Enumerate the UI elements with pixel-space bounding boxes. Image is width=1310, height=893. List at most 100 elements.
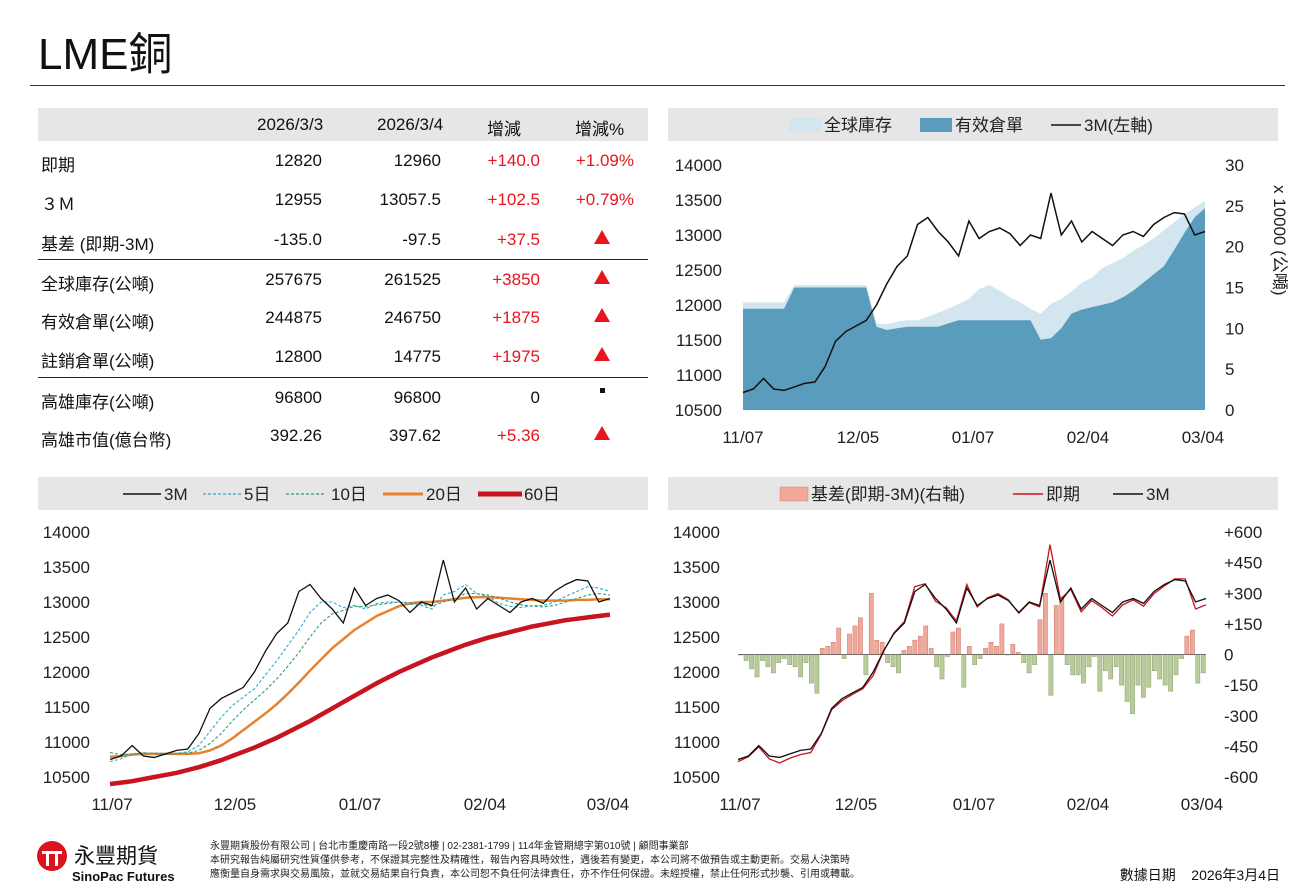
basis-bar <box>1146 654 1152 688</box>
basis-bar <box>1048 654 1054 696</box>
chart2-legend: 3M 5日 10日 20日 60日 <box>38 477 648 510</box>
y-left-tick-label: 12000 <box>673 663 720 682</box>
basis-bar <box>1119 654 1124 686</box>
price-3m-line <box>737 559 1207 761</box>
basis-bar <box>874 639 880 655</box>
row-value-prev: 257675 <box>265 269 322 289</box>
row-label: 基差 (即期-3M) <box>41 234 155 254</box>
y-tick-label: 12500 <box>43 628 90 647</box>
title-divider <box>30 85 1285 86</box>
y-right-tick-label: +600 <box>1224 523 1262 542</box>
legend-label-ma5: 5日 <box>244 485 270 504</box>
legend-label-spot: 即期 <box>1046 485 1080 504</box>
basis-bar <box>972 654 978 665</box>
y-right-tick-label: +450 <box>1224 554 1262 573</box>
basis-bar <box>950 631 956 655</box>
logo-mark-stroke <box>42 851 62 854</box>
y-right-tick-label: 30 <box>1225 156 1244 175</box>
up-triangle-icon <box>594 308 610 323</box>
footer-line-3: 應衡量自身需求與交易風險，並就交易結果自行負責，本公司恕不負任何法律責任，亦不作… <box>210 869 860 880</box>
x-tick-label: 02/04 <box>1067 795 1110 814</box>
data-date: 數據日期 2026年3月4日 <box>1120 865 1280 885</box>
y-left-tick-label: 14000 <box>673 523 720 542</box>
legend-label-ma10: 10日 <box>331 485 367 504</box>
basis-bar <box>836 627 842 655</box>
basis-bar <box>743 654 749 661</box>
y-right-tick-label: -150 <box>1224 676 1258 695</box>
legend-label-3m-basis: 3M <box>1146 485 1170 504</box>
footer-disclaimer: 永豐期貨股份有限公司 | 台北市重慶南路一段2號8樓 | 02-2381-179… <box>210 840 950 882</box>
legend-swatch-global <box>789 118 821 132</box>
table-row: 高雄庫存(公噸) 96800 96800 0 <box>38 376 648 416</box>
y-left-tick-label: 13500 <box>673 558 720 577</box>
basis-bar <box>1179 654 1184 659</box>
row-label: 高雄市值(億台幣) <box>41 431 172 451</box>
basis-bar <box>999 623 1005 655</box>
row-value-prev: 12955 <box>274 190 322 210</box>
basis-bar <box>1162 654 1168 686</box>
basis-bar <box>966 646 972 655</box>
row-value-prev: -135.0 <box>273 229 322 249</box>
row-change: +1875 <box>492 308 540 328</box>
row-change: +37.5 <box>496 229 540 249</box>
header-change: 增減 <box>487 120 521 139</box>
basis-bar <box>863 654 869 676</box>
row-change: +140.0 <box>487 151 540 170</box>
x-tick-label: 03/04 <box>1181 795 1224 814</box>
basis-bar <box>977 654 983 659</box>
table-row: 即期 12820 12960 +140.0 +1.09% <box>38 141 648 180</box>
y-left-tick-label: 14000 <box>675 156 722 175</box>
basis-bar <box>1075 654 1081 676</box>
row-value-curr: -97.5 <box>402 229 441 249</box>
row-value-prev: 96800 <box>274 387 322 407</box>
basis-bar <box>819 648 825 655</box>
header-date1: 2026/3/3 <box>257 115 324 134</box>
basis-bar <box>1037 619 1043 655</box>
x-tick-label: 03/04 <box>1182 428 1225 447</box>
ma-line-0 <box>109 559 611 761</box>
row-change: +5.36 <box>496 426 540 446</box>
basis-bar <box>765 654 771 668</box>
basis-bar <box>1010 644 1016 655</box>
y-right-tick-label: +300 <box>1224 584 1262 603</box>
up-triangle-icon <box>594 229 610 244</box>
table-row: 基差 (即期-3M) -135.0 -97.5 +37.5 <box>38 220 648 259</box>
x-tick-label: 01/07 <box>339 795 382 814</box>
row-change: +102.5 <box>487 190 540 210</box>
flat-mark-icon <box>600 387 605 393</box>
x-tick-label: 12/05 <box>837 428 880 447</box>
row-change: 0 <box>530 387 540 407</box>
ma-line-3 <box>109 595 610 758</box>
basis-bar <box>1190 629 1195 655</box>
y-tick-label: 13500 <box>43 558 90 577</box>
row-value-curr: 246750 <box>384 308 441 328</box>
row-label: 註銷倉單(公噸) <box>41 352 155 372</box>
basis-bar <box>1053 605 1059 655</box>
basis-bar <box>1130 654 1135 714</box>
row-label: 即期 <box>41 156 75 175</box>
y-left-tick-label: 10500 <box>675 401 722 420</box>
ma-line-2 <box>109 593 611 756</box>
row-value-prev: 392.26 <box>270 426 322 446</box>
y-right-tick-label: -300 <box>1224 707 1258 726</box>
row-value-curr: 96800 <box>393 387 441 407</box>
basis-bar <box>901 650 907 655</box>
y-left-tick-label: 12500 <box>675 261 722 280</box>
basis-bar <box>1102 654 1108 672</box>
header-change-pct: 增減% <box>575 120 625 139</box>
table-row: 有效倉單(公噸) 244875 246750 +1875 <box>38 298 648 337</box>
y-tick-label: 11500 <box>44 698 90 717</box>
y-left-tick-label: 10500 <box>673 768 720 787</box>
page-title: LME銅 <box>38 30 173 79</box>
basis-bar <box>858 617 863 655</box>
legend-label-global: 全球庫存 <box>824 116 892 135</box>
basis-bar <box>1151 654 1157 672</box>
basis-bar <box>1141 654 1146 698</box>
basis-bar <box>928 648 934 655</box>
basis-bar <box>776 654 782 663</box>
footer-line-1: 永豐期貨股份有限公司 | 台北市重慶南路一段2號8樓 | 02-2381-179… <box>210 841 689 852</box>
x-tick-label: 01/07 <box>952 428 995 447</box>
y-right-tick-label: 15 <box>1225 279 1244 298</box>
x-tick-label: 01/07 <box>953 795 996 814</box>
ma-line-4 <box>109 612 611 787</box>
